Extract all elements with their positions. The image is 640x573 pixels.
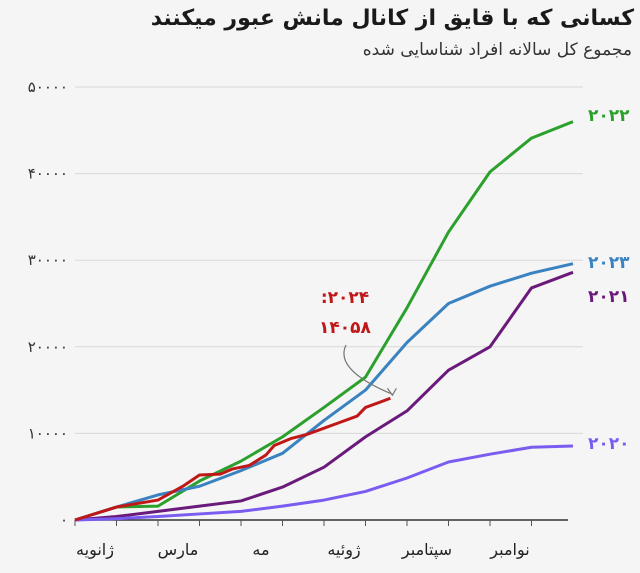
- arrow-head-icon: [386, 387, 397, 397]
- y-tick-label: ۰: [60, 511, 68, 529]
- chart-subtitle: مجموع کل سالانه افراد شناسایی شده: [362, 40, 632, 60]
- chart-title: کسانی که با قایق از کانال مانش عبور میکن…: [150, 6, 634, 31]
- x-tick-label: ژانویه: [76, 540, 114, 560]
- annotation-value: ۱۴۰۵۸: [319, 318, 372, 338]
- x-tick-label: مه: [252, 540, 269, 559]
- x-tick-label: مارس: [158, 540, 199, 560]
- y-tick-label: ۴۰۰۰۰: [28, 165, 68, 183]
- y-tick-label: ۵۰۰۰۰: [28, 78, 68, 96]
- x-tick-label: سپتامبر: [401, 540, 452, 560]
- series-label: ۲۰۲۱: [588, 287, 630, 307]
- series-label: ۲۰۲۰: [588, 434, 630, 454]
- series-line: [74, 262, 574, 522]
- series-line: [74, 270, 574, 522]
- annotation-year: :۲۰۲۴: [321, 288, 369, 308]
- series-line: [74, 444, 574, 522]
- x-tick-label: ژوئیه: [327, 540, 361, 560]
- series-line: [74, 120, 574, 522]
- y-tick-label: ۳۰۰۰۰: [28, 251, 68, 269]
- series-line: [74, 396, 391, 522]
- y-tick-label: ۱۰۰۰۰: [28, 424, 68, 442]
- series-label: ۲۰۲۲: [588, 106, 630, 126]
- annotation-arrow: [343, 344, 393, 395]
- x-tick-label: نوامبر: [489, 540, 529, 560]
- y-tick-label: ۲۰۰۰۰: [28, 338, 68, 356]
- series-label: ۲۰۲۳: [588, 253, 630, 273]
